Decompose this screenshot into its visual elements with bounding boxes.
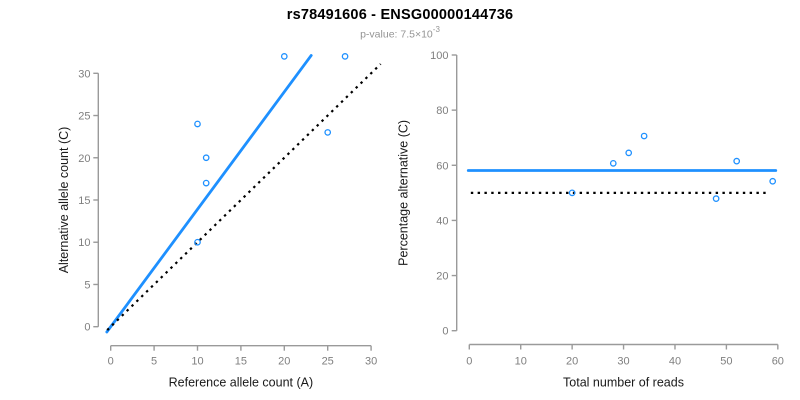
y-tick-label: 0 [84,322,90,334]
figure-title: rs78491606 - ENSG00000144736 [286,7,514,23]
x-tick-label: 0 [466,356,472,368]
data-point [769,177,777,185]
y-tick-label: 20 [436,271,448,283]
identity-line [106,63,382,331]
figure-subtitle: p-value: 7.5×10-3 [0,25,800,41]
x-axis-title: Reference allele count (A) [169,376,314,390]
data-point [202,154,210,162]
x-tick-label: 10 [515,356,527,368]
data-point [609,160,617,167]
y-tick-label: 40 [436,215,448,227]
x-tick-label: 20 [566,356,578,368]
x-tick-label: 25 [322,356,334,368]
y-axis-title: Alternative allele count (C) [57,127,71,274]
x-axis-title: Total number of reads [563,376,684,390]
data-point [324,129,332,136]
data-point [194,238,201,246]
x-tick-label: 15 [235,356,247,368]
y-tick-label: 60 [436,160,448,172]
x-tick-label: 60 [772,356,784,368]
y-tick-label: 25 [78,111,90,123]
x-tick-label: 0 [108,356,114,368]
x-tick-label: 50 [720,356,732,368]
data-point [712,195,720,202]
subtitle-exponent: -3 [432,25,440,34]
x-tick-label: 40 [669,356,681,368]
x-tick-label: 5 [151,356,157,368]
data-point [341,53,349,60]
data-point [568,189,576,197]
data-point [733,157,741,165]
x-tick-label: 20 [278,356,290,368]
y-tick-label: 30 [78,68,90,80]
y-axis-title: Percentage alternative (C) [397,120,411,266]
y-tick-label: 100 [430,50,448,62]
x-tick-label: 30 [617,356,629,368]
data-point [625,149,633,157]
y-tick-label: 0 [442,326,448,338]
fit-line [105,54,313,334]
x-tick-label: 30 [365,356,377,368]
y-tick-label: 10 [78,237,90,249]
data-point [202,179,210,187]
y-tick-label: 5 [84,279,90,291]
data-point [194,120,201,128]
data-point [280,53,288,60]
y-tick-label: 15 [78,195,90,207]
data-point [640,132,648,140]
x-tick-label: 10 [191,356,203,368]
y-tick-label: 80 [436,105,448,117]
subtitle-pvalue-text: p-value: 7.5×10 [360,28,433,41]
y-tick-label: 20 [78,153,90,165]
